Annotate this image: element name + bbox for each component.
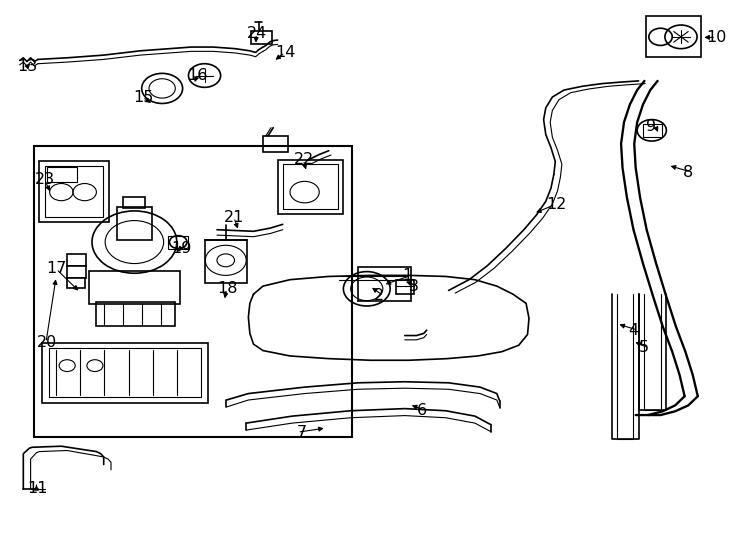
Bar (47, 167, 77, 182)
Bar (646, 16, 702, 57)
Text: 23: 23 (35, 172, 55, 187)
Bar (46, 166, 103, 218)
Text: 21: 21 (225, 210, 244, 225)
Text: 19: 19 (171, 241, 192, 256)
Bar (42, 342, 208, 403)
Bar (34, 146, 352, 436)
Text: 9: 9 (646, 118, 656, 133)
Text: 14: 14 (275, 45, 296, 60)
Text: 10: 10 (707, 30, 727, 45)
Bar (89, 271, 181, 305)
Text: 20: 20 (37, 335, 57, 350)
Text: 4: 4 (628, 323, 639, 338)
Bar (283, 164, 338, 210)
Text: 2: 2 (374, 288, 384, 303)
Bar (40, 161, 109, 221)
Text: 13: 13 (18, 59, 37, 75)
Bar (277, 160, 344, 214)
Bar (123, 198, 145, 208)
Text: 8: 8 (683, 165, 693, 180)
Bar (396, 280, 413, 294)
Text: 7: 7 (297, 425, 307, 440)
Text: 16: 16 (188, 68, 208, 83)
Bar (67, 254, 86, 266)
Bar (67, 266, 86, 278)
Text: 17: 17 (47, 261, 67, 276)
Bar (49, 348, 201, 397)
Bar (168, 235, 189, 249)
Text: 6: 6 (416, 403, 426, 418)
Bar (251, 31, 272, 44)
Bar (643, 124, 662, 137)
Bar (67, 278, 84, 288)
Text: 5: 5 (639, 340, 649, 355)
Bar (263, 136, 288, 152)
Bar (117, 207, 152, 240)
Bar (205, 240, 247, 284)
Text: 22: 22 (294, 152, 314, 167)
Bar (96, 302, 175, 326)
Text: 11: 11 (27, 481, 48, 496)
Text: 18: 18 (217, 281, 238, 296)
Text: 12: 12 (546, 197, 566, 212)
Bar (358, 267, 410, 301)
Text: 1: 1 (401, 268, 412, 283)
Text: 3: 3 (409, 279, 419, 294)
Text: 15: 15 (133, 90, 153, 105)
Text: 24: 24 (247, 26, 267, 41)
